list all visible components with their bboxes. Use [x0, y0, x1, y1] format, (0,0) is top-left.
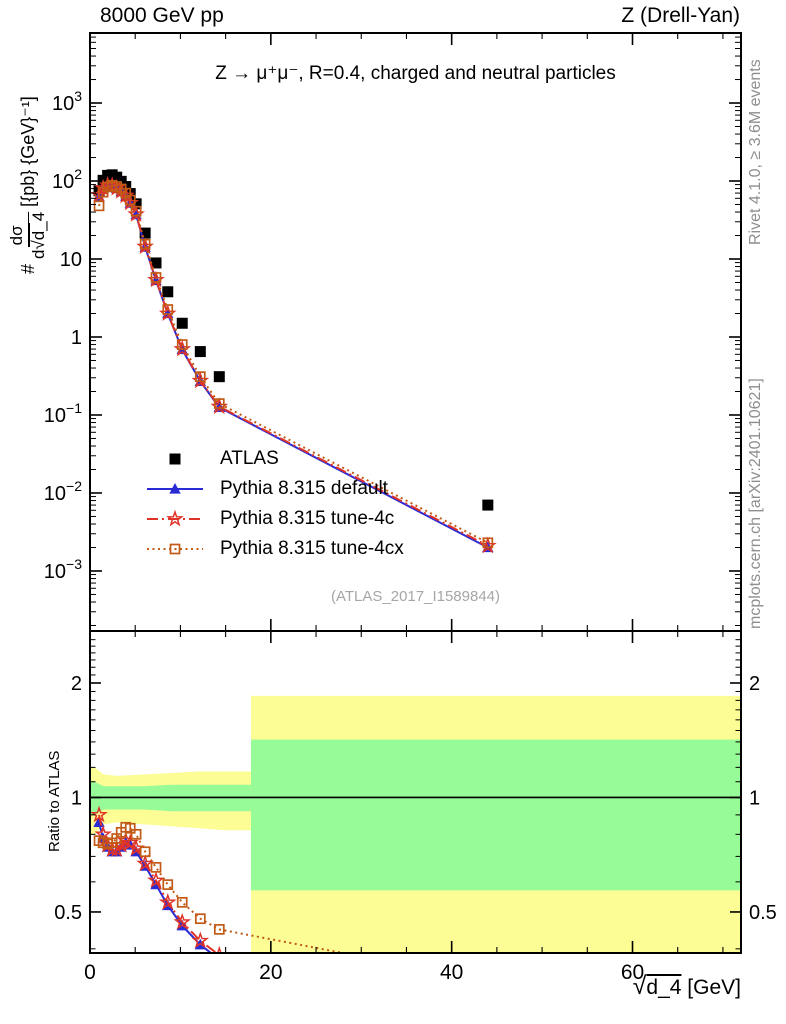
data-point-marker: [130, 828, 142, 840]
atlas-marker-icon: [169, 453, 181, 465]
ylabel-prefix: #: [17, 263, 38, 274]
tick-label: 0.5: [749, 902, 777, 924]
tick-label: 1: [749, 787, 760, 809]
ratio-plot-series: [91, 805, 344, 964]
data-point-marker: [194, 371, 206, 383]
data-point-marker: [127, 838, 145, 856]
data-point-marker: [482, 537, 494, 549]
data-point-marker: [176, 339, 188, 350]
tick-label: 60: [621, 961, 644, 984]
radicand: d_4: [646, 976, 682, 999]
data-point-marker: [169, 483, 181, 494]
legend-item-atlas: ATLAS: [146, 444, 404, 474]
legend-label: Pythia 8.315 tune-4c: [220, 508, 395, 529]
x-axis-label: √d_4 [GeV]: [400, 972, 741, 1001]
ylabel-units: [{pb} {GeV}⁻¹]: [17, 96, 38, 207]
band-green-narrow: [91, 781, 251, 815]
data-point-marker: [150, 862, 162, 873]
data-point-marker: [194, 913, 206, 925]
panel-frames: [89, 32, 742, 954]
ylabel-fraction: dσ d√d_4: [7, 211, 48, 259]
data-point-marker: [214, 953, 225, 964]
ratio-uncertainty-bands: [91, 695, 740, 952]
data-point-marker: [176, 317, 188, 329]
data-point-marker: [173, 912, 192, 930]
tick-label: 10−1: [44, 400, 82, 427]
pythia-tune4cx-marker-icon: [147, 543, 203, 555]
main-plot-series: [91, 169, 497, 554]
mcplots-attribution-label: mcplots.cern.ch [arXiv:2401.10621]: [747, 378, 764, 629]
pythia-default-marker-icon: [147, 483, 203, 494]
data-point-marker: [217, 945, 222, 952]
series-line: [98, 184, 489, 544]
ratio-panel-frame: [89, 630, 742, 954]
ylabel-numerator: dσ: [7, 223, 30, 248]
tick-label: 40: [440, 961, 463, 984]
tick-label: 2: [71, 673, 82, 695]
data-point-marker: [176, 896, 188, 908]
data-point-marker: [93, 200, 105, 212]
tick-label: 0: [84, 961, 96, 984]
data-point-marker: [158, 892, 177, 910]
beam-energy-label: 8000 GeV pp: [100, 4, 224, 27]
data-point-marker: [169, 453, 181, 465]
tick-label: 10−3: [44, 556, 82, 583]
ylabel-denominator: d√d_4: [28, 211, 48, 259]
legend-label: Pythia 8.315 default: [220, 478, 388, 499]
data-point-marker: [150, 272, 162, 283]
band-green-wide: [250, 739, 740, 891]
pythia-tune4c-marker-icon: [147, 509, 203, 527]
data-point-marker: [213, 924, 225, 935]
data-point-marker: [139, 846, 151, 858]
process-label: Z (Drell-Yan): [621, 4, 740, 27]
plot-title: Z → μ⁺μ⁻, R=0.4, charged and neutral par…: [215, 63, 616, 84]
data-point-marker: [150, 257, 162, 269]
data-point-marker: [124, 822, 136, 834]
ratio-axis-label: Ratio to ATLAS: [46, 750, 63, 852]
legend-label: Pythia 8.315 tune-4cx: [220, 538, 404, 559]
legend-item-pythia-default: Pythia 8.315 default: [146, 474, 404, 504]
main-y-axis-label: # dσ d√d_4 [{pb} {GeV}⁻¹]: [7, 96, 48, 274]
tick-label: 10: [60, 249, 82, 271]
tick-label: 20: [259, 961, 282, 984]
data-point-marker: [191, 931, 210, 949]
data-point-marker: [130, 205, 142, 217]
legend-item-pythia-tune4cx: Pythia 8.315 tune-4cx: [146, 534, 404, 564]
data-point-marker: [166, 509, 184, 527]
data-point-marker: [162, 286, 174, 298]
data-point-marker: [213, 371, 225, 383]
data-point-marker: [169, 543, 181, 555]
data-point-marker: [147, 871, 165, 888]
tick-label: 103: [52, 88, 82, 115]
legend-item-pythia-tune4c: Pythia 8.315 tune-4c: [146, 504, 404, 534]
data-point-marker: [130, 198, 142, 210]
tick-label: 10−2: [44, 478, 82, 505]
data-point-marker: [482, 499, 494, 511]
rivet-version-label: Rivet 4.1.0, ≥ 3.6M events: [747, 59, 764, 245]
data-point-marker: [213, 398, 225, 409]
data-point-marker: [124, 194, 136, 206]
data-point-marker: [139, 238, 151, 250]
radical-sign: √: [632, 972, 647, 1000]
legend: ATLAS Pythia 8.315 default Pythia 8.315 …: [146, 444, 404, 564]
tick-label: 102: [52, 166, 82, 193]
data-point-marker: [136, 854, 154, 872]
tick-label: 0.5: [54, 902, 82, 924]
tick-label: 1: [71, 327, 82, 349]
data-point-marker: [91, 805, 108, 823]
legend-label: ATLAS: [220, 448, 279, 469]
tick-label: 2: [749, 673, 760, 695]
analysis-watermark: (ATLAS_2017_I1589844): [330, 588, 500, 605]
series-line: [98, 826, 344, 952]
tick-label: 1: [71, 787, 82, 809]
data-point-marker: [162, 879, 174, 890]
data-point-marker: [162, 304, 174, 315]
axis-ticks: [89, 33, 741, 953]
data-point-marker: [194, 346, 206, 358]
data-point-marker: [139, 227, 151, 239]
xlabel-units: [GeV]: [687, 976, 741, 999]
